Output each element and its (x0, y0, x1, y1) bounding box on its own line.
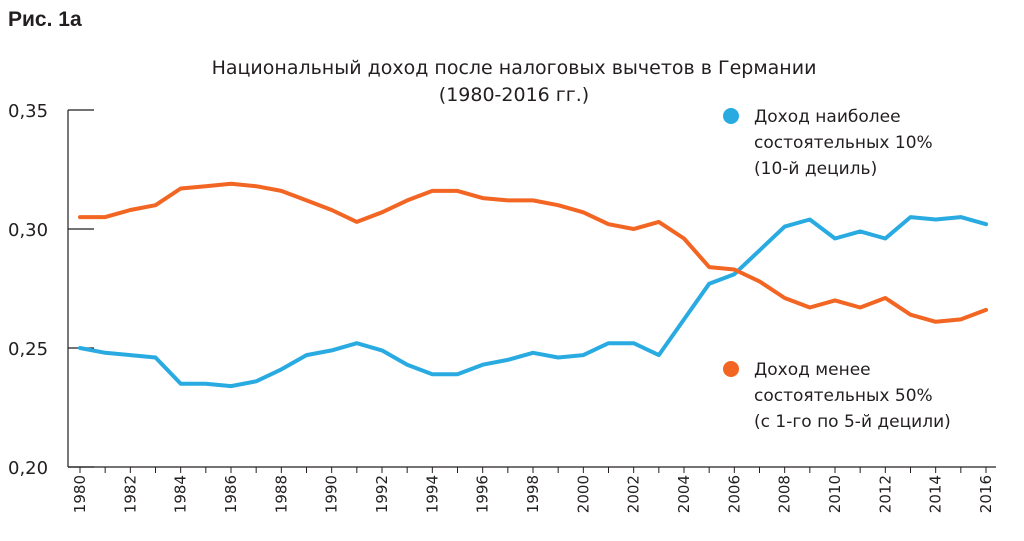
x-tick-label: 2002 (625, 475, 643, 513)
x-tick-label: 1998 (524, 475, 542, 513)
x-tick-label: 2000 (574, 475, 592, 513)
y-tick-label: 0,20 (8, 458, 48, 479)
x-tick-label: 2008 (776, 475, 794, 513)
series-line-2 (78, 181, 988, 324)
legend-label: (с 1-го по 5-й децили) (754, 412, 951, 432)
x-tick-label: 1988 (272, 475, 290, 513)
figure-label: Рис. 1a (8, 8, 82, 31)
x-tick-label: 1984 (172, 475, 190, 513)
x-tick-label: 1986 (222, 475, 240, 513)
y-tick-label: 0,30 (8, 220, 48, 241)
legend-marker-2 (723, 361, 739, 377)
x-tick-label: 2014 (927, 475, 945, 513)
x-tick-label: 1982 (121, 475, 139, 513)
y-tick-label: 0,35 (8, 101, 48, 122)
chart-title: Национальный доход после налоговых вычет… (212, 57, 817, 79)
x-tick-label: 1996 (474, 475, 492, 513)
legend-label: Доход наиболее (754, 107, 901, 127)
x-tick-label: 1994 (423, 475, 441, 513)
x-tick-label: 2010 (826, 475, 844, 513)
series-lines (78, 181, 988, 389)
legend-label: состоятельных 50% (754, 386, 933, 406)
legend: Доход наиболее состоятельных 10% (10-й дец… (723, 107, 951, 432)
series-line-1 (78, 215, 988, 389)
x-tick-label: 1990 (323, 475, 341, 513)
legend-marker-1 (723, 108, 739, 124)
x-tick-label: 2012 (876, 475, 894, 513)
x-tick-label: 2016 (977, 475, 995, 513)
legend-label: Доход менее (754, 360, 871, 380)
x-tick-label: 1980 (71, 475, 89, 513)
x-tick-label: 2006 (725, 475, 743, 513)
x-tick-label: 2004 (675, 475, 693, 513)
legend-label: (10-й дециль) (754, 159, 877, 179)
chart-subtitle: (1980-2016 гг.) (439, 84, 589, 106)
axes: 0,20 0,25 0,30 0,35 1980 1982 1984 1986 1988 1990… (8, 101, 996, 513)
legend-label: состоятельных 10% (754, 133, 933, 153)
y-tick-label: 0,25 (8, 339, 48, 360)
x-tick-label: 1992 (373, 475, 391, 513)
